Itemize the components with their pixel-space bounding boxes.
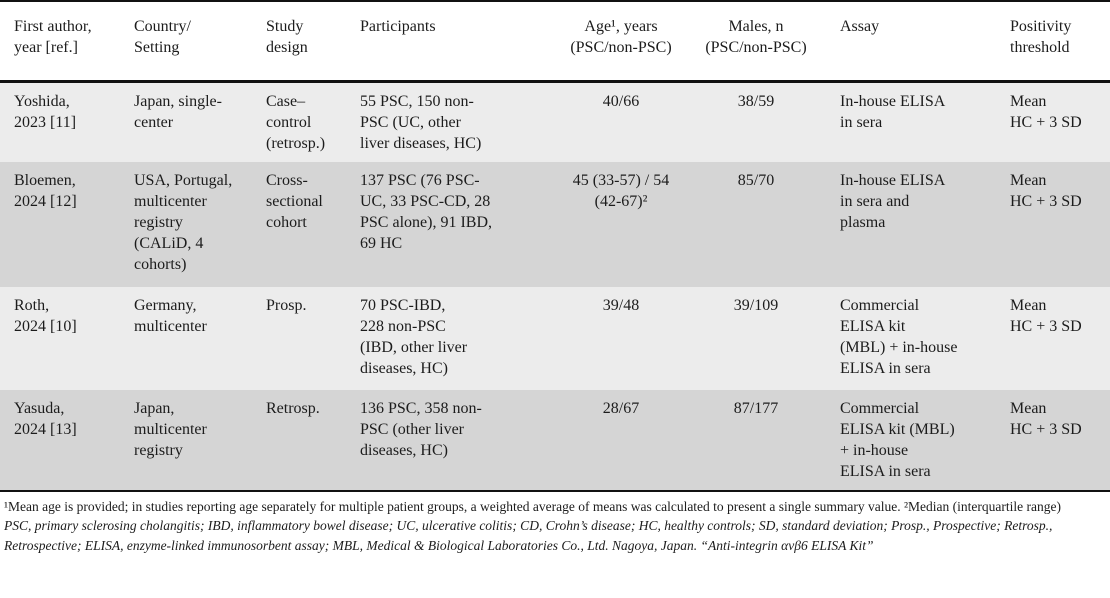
table-row-yoshida: Yoshida, 2023 [11] Japan, single- center… xyxy=(0,81,1110,162)
study-characteristics-table: First author, year [ref.] Country/ Setti… xyxy=(0,0,1110,491)
cell-country: Japan, multicenter registry xyxy=(134,399,207,459)
cell-threshold: Mean HC + 3 SD xyxy=(1010,296,1082,335)
cell-assay: In-house ELISA in sera xyxy=(840,92,946,131)
cell-country: Japan, single- center xyxy=(134,92,222,131)
cell-participants: 55 PSC, 150 non- PSC (UC, other liver di… xyxy=(360,92,482,152)
cell-males: 38/59 xyxy=(737,92,775,110)
cell-design: Cross- sectional cohort xyxy=(266,171,323,231)
column-header-positivity-threshold: Positivity threshold xyxy=(996,1,1110,83)
table-header: First author, year [ref.] Country/ Setti… xyxy=(0,1,1110,83)
cell-males: 39/109 xyxy=(733,296,779,314)
cell-design: Case– control (retrosp.) xyxy=(266,92,326,152)
cell-design: Prosp. xyxy=(266,296,307,314)
table-body: Yoshida, 2023 [11] Japan, single- center… xyxy=(0,81,1110,491)
cell-threshold: Mean HC + 3 SD xyxy=(1010,399,1082,438)
column-header-first-author: First author, year [ref.] xyxy=(0,1,120,83)
cell-assay: Commercial ELISA kit (MBL) + in-house EL… xyxy=(840,399,955,480)
column-header-study-design: Study design xyxy=(252,1,346,83)
cell-author: Bloemen, 2024 [12] xyxy=(14,171,77,210)
table-row-yasuda: Yasuda, 2024 [13] Japan, multicenter reg… xyxy=(0,389,1110,491)
cell-age: 45 (33-57) / 54 (42-67)² xyxy=(572,171,670,210)
cell-author: Yoshida, 2023 [11] xyxy=(14,92,77,131)
cell-participants: 70 PSC-IBD, 228 non-PSC (IBD, other live… xyxy=(360,296,468,377)
cell-assay: In-house ELISA in sera and plasma xyxy=(840,171,946,231)
footnote-abbreviations: PSC, primary sclerosing cholangitis; IBD… xyxy=(4,518,1053,553)
cell-author: Yasuda, 2024 [13] xyxy=(14,399,77,438)
cell-participants: 136 PSC, 358 non- PSC (other liver disea… xyxy=(360,399,482,459)
table-row-roth: Roth, 2024 [10] Germany, multicenter Pro… xyxy=(0,286,1110,390)
column-header-assay: Assay xyxy=(826,1,996,83)
column-header-participants: Participants xyxy=(346,1,556,83)
header-row: First author, year [ref.] Country/ Setti… xyxy=(0,1,1110,83)
table-row-bloemen: Bloemen, 2024 [12] USA, Portugal, multic… xyxy=(0,161,1110,287)
paper-table-page: First author, year [ref.] Country/ Setti… xyxy=(0,0,1110,556)
cell-design: Retrosp. xyxy=(266,399,320,417)
cell-age: 39/48 xyxy=(602,296,640,314)
cell-age: 40/66 xyxy=(602,92,640,110)
cell-country: Germany, multicenter xyxy=(134,296,207,335)
footnote-age-method: ¹Mean age is provided; in studies report… xyxy=(4,498,1061,514)
cell-assay: Commercial ELISA kit (MBL) + in-house EL… xyxy=(840,296,958,377)
cell-threshold: Mean HC + 3 SD xyxy=(1010,92,1082,131)
cell-age: 28/67 xyxy=(602,399,640,417)
cell-author: Roth, 2024 [10] xyxy=(14,296,77,335)
cell-males: 85/70 xyxy=(737,171,775,189)
column-header-age: Age¹, years (PSC/non-PSC) xyxy=(556,1,686,83)
cell-country: USA, Portugal, multicenter registry (CAL… xyxy=(134,171,233,273)
cell-participants: 137 PSC (76 PSC- UC, 33 PSC-CD, 28 PSC a… xyxy=(360,171,492,252)
column-header-males: Males, n (PSC/non-PSC) xyxy=(686,1,826,83)
column-header-country-setting: Country/ Setting xyxy=(120,1,252,83)
table-footnotes: ¹Mean age is provided; in studies report… xyxy=(0,492,1110,556)
cell-threshold: Mean HC + 3 SD xyxy=(1010,171,1082,210)
cell-males: 87/177 xyxy=(733,399,779,417)
